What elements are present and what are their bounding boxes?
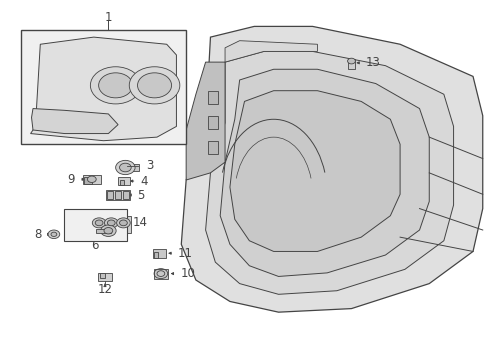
Circle shape: [129, 67, 180, 104]
Bar: [153, 249, 165, 257]
Circle shape: [119, 163, 131, 172]
Circle shape: [92, 218, 106, 228]
Bar: [107, 191, 113, 199]
Bar: [84, 177, 91, 184]
Circle shape: [104, 218, 118, 228]
Circle shape: [119, 220, 127, 226]
Polygon shape: [224, 41, 317, 62]
Polygon shape: [186, 62, 224, 180]
Circle shape: [87, 176, 96, 183]
Circle shape: [48, 230, 60, 239]
Bar: [153, 252, 158, 258]
Bar: [96, 229, 111, 233]
Bar: [98, 273, 112, 282]
Text: 10: 10: [180, 267, 195, 280]
Bar: [106, 190, 129, 200]
Polygon shape: [205, 51, 453, 294]
Text: 8: 8: [34, 228, 41, 241]
Bar: [126, 163, 139, 171]
Circle shape: [116, 218, 130, 228]
Circle shape: [51, 232, 57, 237]
Circle shape: [99, 73, 132, 98]
Text: 1: 1: [104, 10, 112, 24]
Bar: [91, 216, 131, 233]
Bar: [207, 141, 218, 154]
Text: 2: 2: [106, 113, 113, 126]
Bar: [82, 175, 101, 184]
Polygon shape: [31, 109, 118, 134]
Polygon shape: [30, 37, 176, 141]
Text: 14: 14: [132, 216, 147, 229]
Circle shape: [95, 220, 103, 226]
Polygon shape: [181, 26, 482, 312]
Circle shape: [137, 73, 171, 98]
Text: 12: 12: [97, 283, 112, 296]
Text: 5: 5: [137, 189, 144, 202]
Bar: [100, 273, 105, 278]
Bar: [347, 59, 354, 69]
Circle shape: [101, 225, 116, 237]
Text: 4: 4: [140, 175, 147, 188]
Polygon shape: [229, 91, 399, 251]
Polygon shape: [220, 69, 428, 276]
Text: 13: 13: [366, 56, 380, 69]
Circle shape: [104, 228, 113, 234]
Text: 6: 6: [91, 239, 99, 252]
Bar: [21, 30, 186, 144]
Bar: [207, 116, 218, 129]
Bar: [63, 208, 126, 241]
Bar: [207, 91, 218, 104]
Circle shape: [116, 160, 135, 175]
Text: 7: 7: [73, 210, 80, 220]
Text: 3: 3: [145, 159, 153, 172]
Circle shape: [107, 220, 115, 226]
Circle shape: [347, 58, 355, 64]
Circle shape: [90, 67, 141, 104]
Bar: [119, 180, 124, 185]
Bar: [154, 269, 167, 279]
Text: 11: 11: [178, 247, 192, 260]
Bar: [115, 191, 121, 199]
Bar: [122, 191, 129, 199]
Text: 9: 9: [67, 173, 74, 186]
Bar: [118, 177, 130, 185]
